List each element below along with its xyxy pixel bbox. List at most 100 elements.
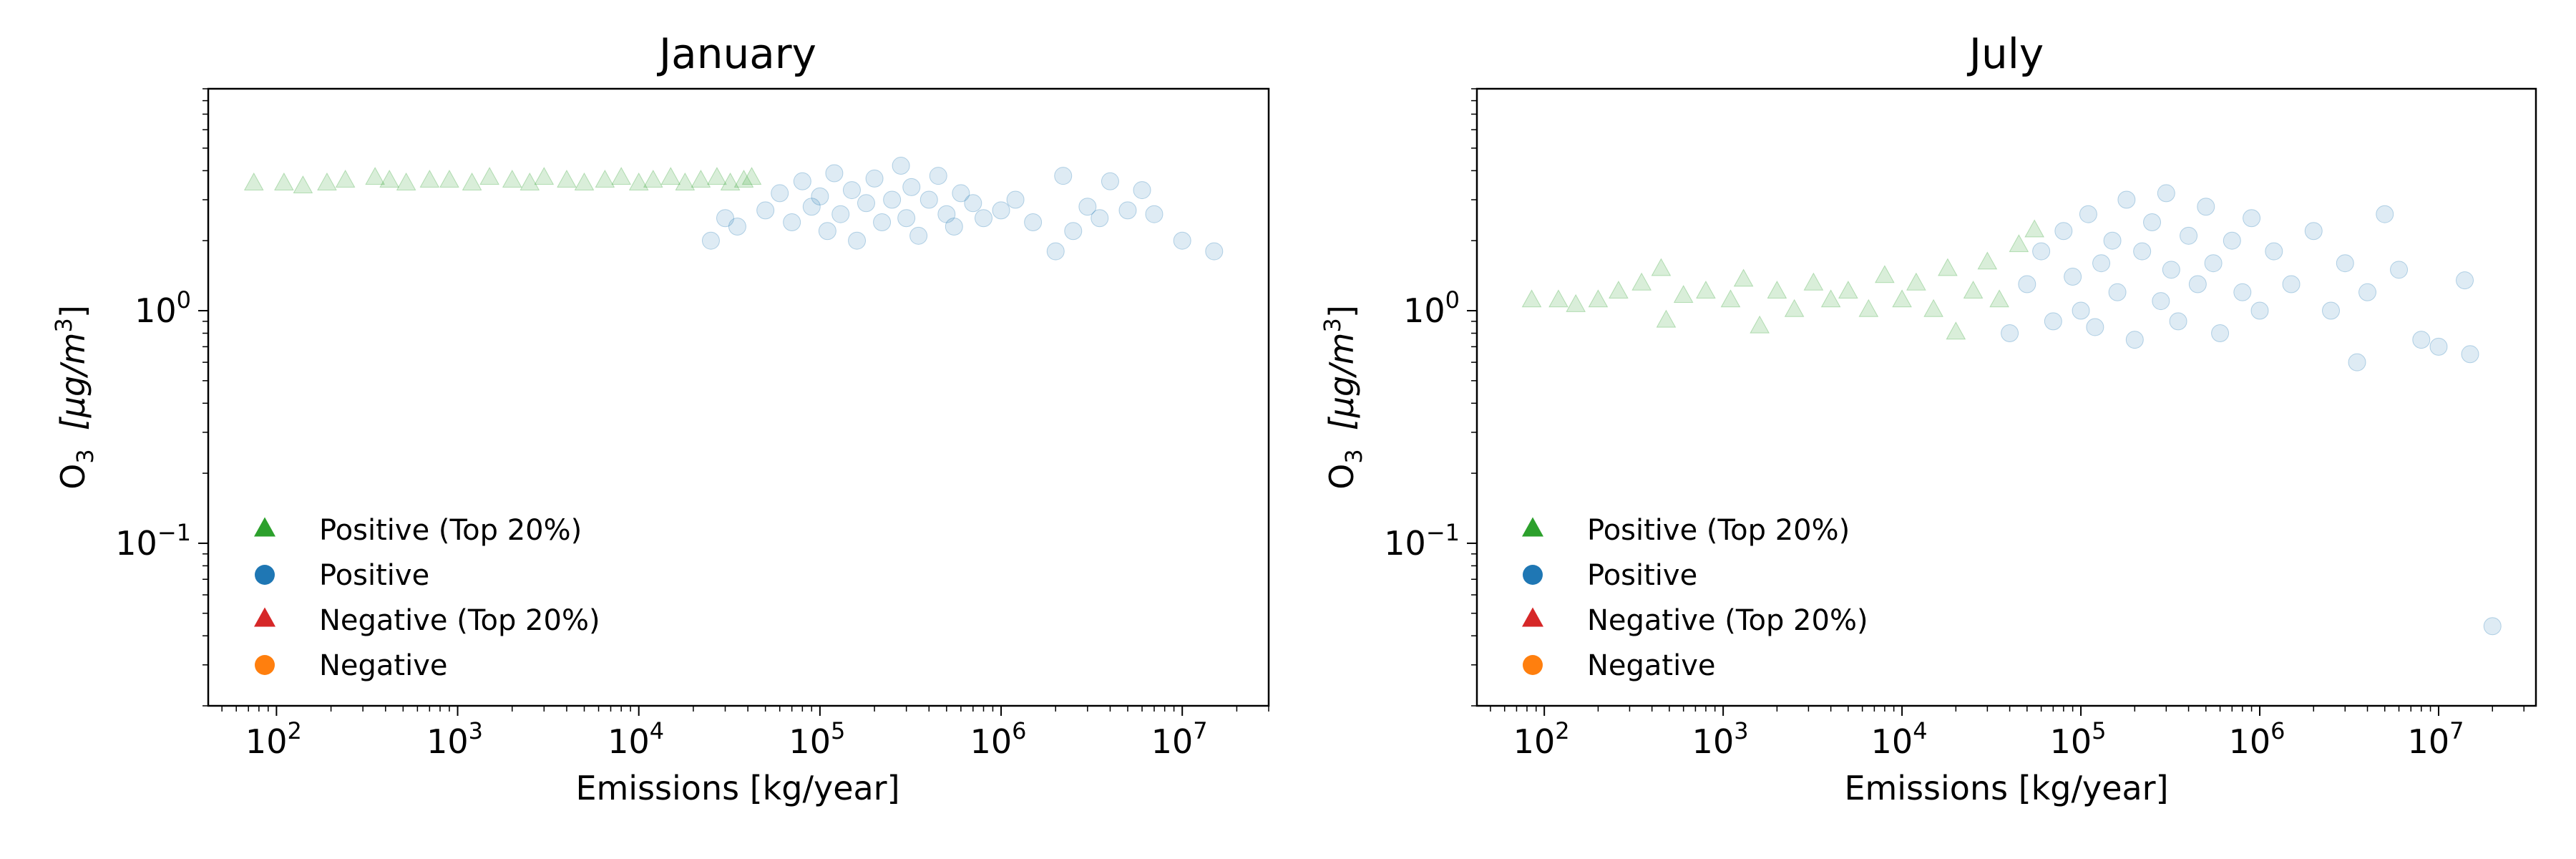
data-point-triangle bbox=[707, 167, 727, 185]
data-point-circle bbox=[945, 218, 963, 236]
data-point-circle bbox=[2282, 275, 2301, 293]
data-point-circle bbox=[883, 190, 902, 209]
data-point-triangle bbox=[1631, 272, 1652, 291]
data-point-circle bbox=[1078, 198, 1097, 216]
data-point-circle bbox=[2204, 254, 2223, 273]
data-point-circle bbox=[2072, 301, 2090, 320]
data-point-circle bbox=[1054, 167, 1073, 185]
x-tick-label: 103 bbox=[426, 717, 483, 761]
x-tick-label: 107 bbox=[1151, 717, 1208, 761]
data-point-triangle bbox=[1720, 289, 1741, 308]
data-point-triangle bbox=[1875, 265, 1895, 283]
legend-label: Positive bbox=[319, 559, 429, 592]
data-point-circle bbox=[992, 201, 1010, 220]
x-tick-label: 107 bbox=[2408, 717, 2464, 761]
data-point-triangle bbox=[2024, 219, 2045, 238]
y-axis-ticks: 100 10−1 bbox=[1384, 88, 1477, 707]
data-point-circle bbox=[802, 198, 821, 216]
data-point-circle bbox=[701, 231, 720, 250]
data-point-triangle bbox=[720, 173, 741, 190]
data-point-circle bbox=[728, 218, 746, 236]
legend-label: Negative (Top 20%) bbox=[319, 604, 600, 637]
y-tick-label: 100 bbox=[1403, 286, 1460, 330]
data-point-circle bbox=[842, 181, 861, 200]
data-point-circle bbox=[2032, 242, 2051, 261]
data-point-circle bbox=[1046, 242, 1065, 261]
data-point-triangle bbox=[628, 173, 649, 190]
data-point-circle bbox=[2250, 301, 2269, 320]
y-tick-label: 100 bbox=[135, 286, 191, 330]
data-point-triangle bbox=[1963, 281, 1984, 299]
data-points bbox=[1521, 184, 2502, 636]
data-point-triangle bbox=[1803, 272, 1824, 291]
legend-marker-triangle bbox=[1522, 517, 1543, 537]
data-point-circle bbox=[865, 169, 884, 188]
data-point-circle bbox=[919, 190, 938, 209]
data-point-circle bbox=[1024, 213, 1043, 231]
january-panel: January 102 103 104 105 106 107 100 10−1 Emiss… bbox=[50, 29, 1270, 807]
data-point-triangle bbox=[502, 170, 522, 188]
data-point-triangle bbox=[317, 173, 337, 190]
data-point-circle bbox=[2223, 231, 2241, 250]
chart-title: January bbox=[657, 29, 816, 78]
data-point-circle bbox=[902, 178, 921, 196]
data-point-circle bbox=[2336, 254, 2354, 273]
data-point-triangle bbox=[439, 170, 459, 188]
data-point-circle bbox=[952, 184, 970, 203]
x-tick-label: 104 bbox=[608, 717, 664, 761]
data-point-triangle bbox=[574, 173, 595, 190]
data-point-circle bbox=[2243, 209, 2261, 228]
data-point-circle bbox=[1101, 172, 1119, 190]
data-point-triangle bbox=[1609, 281, 1629, 299]
x-tick-label: 106 bbox=[2229, 717, 2285, 761]
data-point-triangle bbox=[1521, 289, 1542, 308]
data-point-circle bbox=[2001, 324, 2019, 343]
data-point-circle bbox=[2233, 283, 2252, 301]
data-point-triangle bbox=[1838, 281, 1858, 299]
data-point-circle bbox=[716, 209, 735, 228]
data-points bbox=[243, 157, 1224, 261]
data-point-circle bbox=[1173, 231, 1191, 250]
data-point-circle bbox=[848, 231, 867, 250]
data-point-circle bbox=[1006, 190, 1025, 209]
data-point-triangle bbox=[479, 167, 499, 185]
data-point-circle bbox=[771, 184, 789, 203]
legend-marker-circle bbox=[255, 565, 275, 585]
data-point-circle bbox=[2429, 337, 2448, 356]
data-point-circle bbox=[2162, 261, 2180, 279]
data-point-triangle bbox=[419, 170, 440, 188]
data-point-circle bbox=[2079, 205, 2097, 223]
data-point-circle bbox=[964, 194, 982, 213]
data-point-circle bbox=[2483, 617, 2502, 636]
legend: Positive (Top 20%) Positive Negative (Top … bbox=[1522, 514, 1868, 682]
data-point-circle bbox=[2461, 345, 2479, 364]
data-point-circle bbox=[2169, 312, 2187, 331]
data-point-triangle bbox=[1938, 258, 1958, 276]
y-axis-label: O3[μg/m3] bbox=[50, 305, 99, 490]
x-axis-ticks: 102 103 104 105 106 107 bbox=[1490, 706, 2525, 761]
legend-label: Negative bbox=[319, 649, 448, 682]
x-tick-label: 105 bbox=[2050, 717, 2107, 761]
data-point-circle bbox=[2103, 231, 2122, 250]
data-point-circle bbox=[2092, 254, 2111, 273]
data-point-circle bbox=[937, 205, 956, 223]
data-point-circle bbox=[2064, 268, 2082, 286]
data-point-circle bbox=[975, 209, 993, 228]
plot-frame bbox=[207, 87, 1270, 707]
data-point-circle bbox=[2390, 261, 2409, 279]
data-point-circle bbox=[2143, 213, 2162, 231]
legend-marker-triangle bbox=[254, 607, 275, 627]
data-point-circle bbox=[1133, 181, 1151, 200]
data-point-circle bbox=[2358, 283, 2377, 301]
data-point-triangle bbox=[335, 170, 356, 188]
data-point-circle bbox=[2133, 242, 2152, 261]
plot-frame bbox=[1475, 87, 2537, 707]
legend: Positive (Top 20%) Positive Negative (Top … bbox=[254, 514, 600, 682]
data-point-circle bbox=[1064, 222, 1083, 241]
y-tick-label: 10−1 bbox=[1384, 519, 1460, 563]
data-point-triangle bbox=[660, 167, 681, 185]
data-point-triangle bbox=[396, 173, 416, 190]
data-point-triangle bbox=[611, 167, 632, 185]
legend-label: Positive (Top 20%) bbox=[319, 514, 582, 547]
